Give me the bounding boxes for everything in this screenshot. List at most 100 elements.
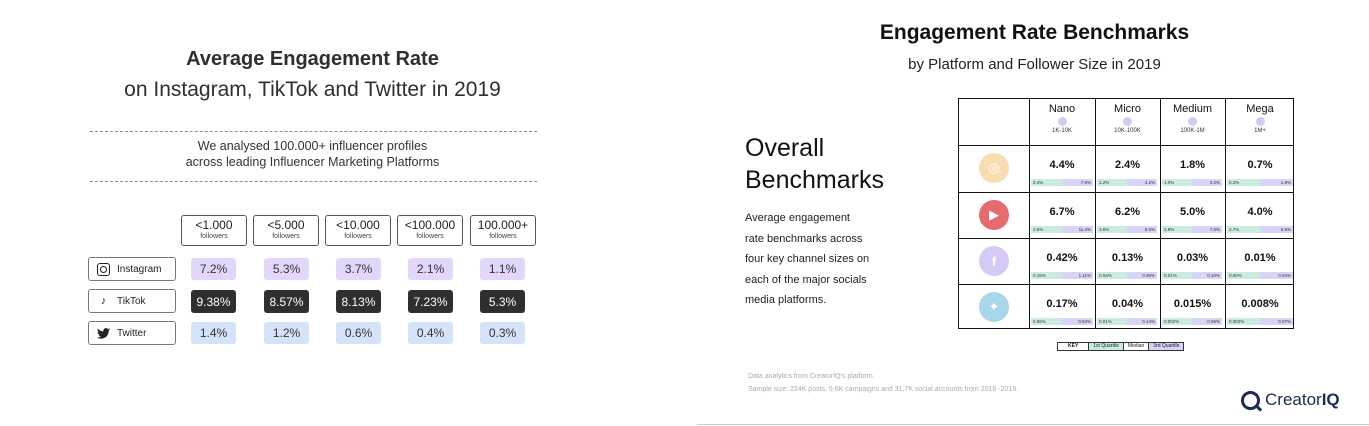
median-value: 0.42% (1046, 252, 1078, 264)
third-quartile-value: 0.14% (1127, 318, 1157, 325)
divider-top (90, 131, 537, 132)
rate-cell-twitter: 1.2% (264, 322, 309, 344)
column-unit: followers (489, 233, 517, 240)
first-quartile-value: 3.6% (1031, 226, 1062, 233)
instagram-icon: ◎ (979, 153, 1009, 183)
rate-cell-tiktok: 7.23% (408, 290, 453, 313)
third-quartile-value: 4.2% (1127, 179, 1157, 186)
column-unit: followers (416, 233, 444, 240)
brand-text-bold: IQ (1321, 390, 1340, 409)
left-panel: Average Engagement Rate on Instagram, Ti… (0, 0, 625, 426)
median-value: 5.0% (1179, 206, 1206, 218)
first-quartile-value: 0.002% (1227, 318, 1260, 325)
benchmark-table: Nano 1K-10K Micro 10K-100K Medium 100K-1M Mega… (958, 98, 1294, 329)
column-value: <5.000 (267, 218, 305, 232)
benchmarks-subtitle: by Platform and Follower Size in 2019 (908, 56, 1161, 73)
left-subtitle: on Instagram, TikTok and Twitter in 2019 (124, 78, 501, 101)
third-quartile-value: 5.9% (1260, 226, 1293, 233)
note-line-2: across leading Influencer Marketing Plat… (185, 155, 440, 169)
column-value: <10.000 (336, 218, 380, 232)
third-quartile-value: 0.53% (1062, 318, 1093, 325)
left-title: Average Engagement Rate (186, 48, 439, 70)
twitter-icon (97, 327, 110, 340)
follower-column-header: <10.000 followers (325, 215, 391, 246)
follower-column-header: <1.000 followers (181, 215, 247, 246)
median-value: 2.4% (1114, 159, 1141, 171)
tier-range: 10K-100K (1114, 128, 1141, 134)
first-quartile-value: 0.04% (1097, 272, 1127, 279)
section-heading-line-1: Overall (745, 134, 825, 162)
grid-hline (959, 145, 1293, 146)
tier-name: Medium (1172, 103, 1213, 115)
third-quartile-value: 0.10% (1192, 272, 1222, 279)
grid-hline (959, 192, 1293, 193)
tier-range: 100K-1M (1180, 128, 1205, 134)
tier-name: Mega (1246, 103, 1274, 115)
follower-column-header: <5.000 followers (253, 215, 319, 246)
brand-text-light: Creator (1265, 390, 1322, 409)
third-quartile-value: 7.6% (1062, 179, 1093, 186)
first-quartile-value: 3.6% (1097, 226, 1127, 233)
column-value: 100.000+ (477, 218, 529, 232)
row-label-text: Instagram (117, 263, 162, 275)
person-icon (1123, 117, 1132, 126)
first-quartile-value: 0.01% (1097, 318, 1127, 325)
desc-line: four key channel sizes on (745, 253, 870, 265)
tier-name: Nano (1048, 103, 1076, 115)
first-quartile-value: 1.0% (1162, 179, 1192, 186)
column-unit: followers (344, 233, 372, 240)
footnote-source: Data analytics from CreatorIQ's platform… (748, 373, 875, 380)
median-value: 6.7% (1049, 206, 1075, 218)
third-quartile-value: 0.04% (1260, 272, 1293, 279)
rate-cell-twitter: 0.6% (336, 322, 381, 344)
follower-column-header: 100.000+ followers (470, 215, 536, 246)
third-quartile-value: 7.5% (1192, 226, 1222, 233)
desc-line: rate benchmarks across (745, 232, 863, 245)
tier-header-micro: Micro 10K-100K (1095, 99, 1160, 145)
tiktok-icon: ♪ (100, 295, 107, 307)
tier-range: 1K-10K (1051, 128, 1072, 134)
column-unit: followers (272, 233, 300, 240)
benchmarks-title: Engagement Rate Benchmarks (879, 21, 1190, 44)
bottom-rule (697, 424, 1369, 425)
median-value: 4.0% (1247, 206, 1273, 218)
grid-hline (959, 284, 1293, 285)
grid-hline (959, 238, 1293, 239)
column-value: <1.000 (195, 218, 233, 232)
third-quartile-value: 0.07% (1260, 318, 1293, 325)
facebook-icon: f (979, 246, 1009, 276)
first-quartile-value: 0.002% (1162, 318, 1192, 325)
instagram-icon (97, 262, 110, 276)
row-label-text: TikTok (117, 295, 146, 307)
first-quartile-value: 1.2% (1097, 179, 1127, 186)
tier-header-mega: Mega 1M+ (1225, 99, 1295, 145)
median-value: 4.4% (1049, 159, 1075, 171)
grid-vline (1225, 99, 1226, 328)
grid-vline (1029, 99, 1030, 328)
rate-cell-twitter: 0.3% (480, 322, 525, 344)
section-heading-line-2: Benchmarks (745, 166, 884, 194)
rate-cell-tiktok: 8.13% (336, 290, 381, 313)
rate-cell-tiktok: 8.57% (264, 290, 309, 313)
youtube-icon: ▶ (979, 200, 1009, 230)
person-icon (1057, 117, 1067, 126)
desc-line: each of the major socials (745, 273, 867, 286)
follower-column-header: <100.000 followers (397, 215, 463, 246)
median-value: 0.03% (1176, 252, 1209, 264)
median-value: 0.04% (1111, 298, 1144, 310)
tier-header-medium: Medium 100K-1M (1160, 99, 1225, 145)
row-label-twitter: Twitter (88, 321, 176, 345)
median-value: 0.13% (1111, 252, 1144, 264)
key-third-quartile: 3rd Quartile (1149, 343, 1184, 350)
first-quartile-value: 0.06% (1031, 318, 1062, 325)
creatoriq-logo: Creator IQ (1241, 390, 1340, 410)
rate-cell-tiktok: 5.3% (480, 290, 525, 313)
grid-vline (1095, 99, 1096, 328)
key-median: Median (1124, 343, 1150, 350)
twitter-icon: ✦ (979, 292, 1009, 322)
first-quartile-value: 2.7% (1227, 226, 1260, 233)
first-quartile-value: 0.01% (1162, 272, 1192, 279)
row-label-text: Twitter (117, 327, 147, 339)
key-first-quartile: 1st Quartile (1089, 343, 1124, 350)
third-quartile-value: 1.11% (1062, 272, 1093, 279)
